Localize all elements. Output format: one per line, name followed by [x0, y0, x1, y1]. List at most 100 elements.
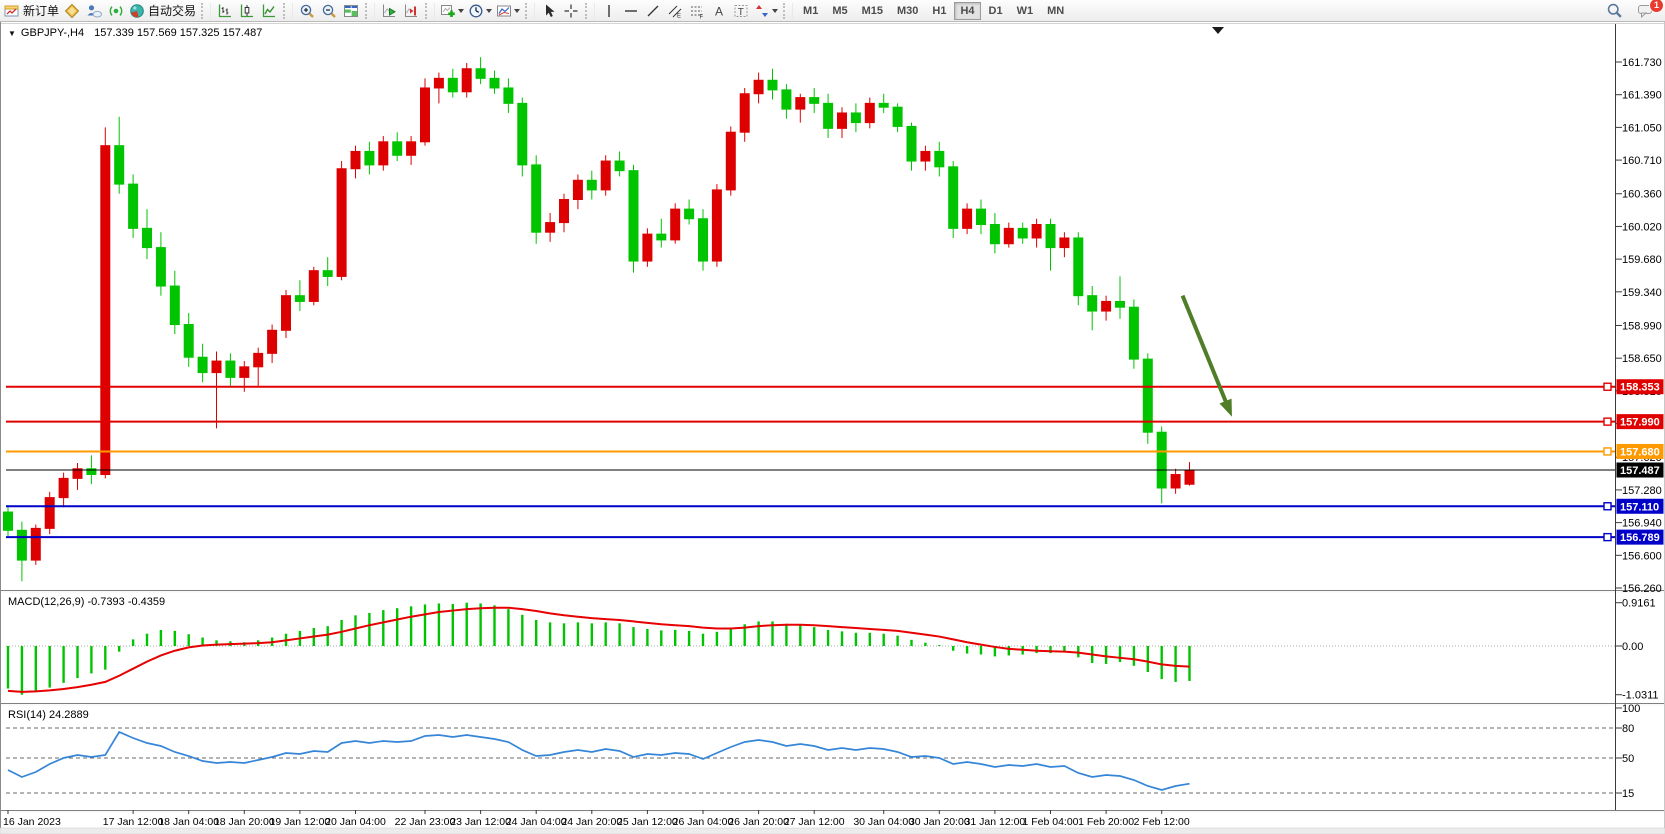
horizontal-line-button[interactable]	[620, 1, 642, 21]
timeframe-button-H1[interactable]: H1	[926, 2, 952, 20]
arrows-tool-button[interactable]	[752, 1, 780, 21]
line-chart-type-button[interactable]	[258, 1, 280, 21]
candle	[475, 68, 486, 79]
arrows-icon	[754, 3, 770, 19]
chart-canvas[interactable]: 161.730 161.390 161.050 160.710 160.360 160.0…	[0, 22, 1665, 834]
news-button[interactable]	[105, 1, 127, 21]
time-tick-label: 31 Jan 12:00	[965, 816, 1026, 828]
zoom-in-icon	[299, 3, 315, 19]
candle	[809, 97, 820, 104]
tile-windows-button[interactable]	[340, 1, 362, 21]
cursor-arrow-icon	[541, 3, 557, 19]
candlestick-icon	[239, 3, 255, 19]
templates-button[interactable]	[494, 1, 522, 21]
candle	[72, 468, 83, 479]
price-line-badge-text: 158.353	[1620, 382, 1660, 394]
trend-arrow[interactable]	[1180, 294, 1232, 417]
fibonacci-button[interactable]: F	[686, 1, 708, 21]
text-label-button[interactable]: T	[730, 1, 752, 21]
signals-button[interactable]	[83, 1, 105, 21]
timeframe-button-W1[interactable]: W1	[1011, 2, 1040, 20]
cursor-button[interactable]	[538, 1, 560, 21]
candle	[1017, 227, 1028, 239]
new-order-label: 新订单	[23, 4, 60, 18]
candle	[934, 150, 945, 168]
time-tick-label: 24 Jan 20:00	[561, 816, 622, 828]
hline-handle	[1603, 532, 1612, 542]
time-tick-label: 22 Jan 23:00	[395, 816, 456, 828]
search-button[interactable]	[1603, 1, 1625, 21]
timeframe-button-H4[interactable]: H4	[954, 1, 981, 20]
macd-tick-label: -1.0311	[1622, 690, 1659, 702]
toolbar-separator	[365, 2, 376, 19]
horizontal-line-icon	[623, 3, 639, 19]
rsi-tick-label: 15	[1622, 788, 1634, 800]
chat-button[interactable]	[1635, 1, 1657, 21]
rsi-tick-label: 50	[1622, 753, 1634, 765]
autotrading-button[interactable]: 自动交易	[127, 1, 198, 21]
macd-axis: 0.9161 0.00 -1.0311	[1615, 598, 1659, 702]
macd-pane	[6, 602, 1615, 695]
candle	[920, 150, 931, 162]
toolbar-separator	[425, 2, 436, 19]
zoom-out-button[interactable]	[318, 1, 340, 21]
timeframe-button-M1[interactable]: M1	[797, 2, 824, 20]
candle	[1184, 469, 1195, 485]
zoom-in-button[interactable]	[296, 1, 318, 21]
market-button[interactable]	[61, 1, 83, 21]
bar-chart-icon	[217, 3, 233, 19]
candle	[1170, 474, 1181, 489]
candlestick-chart-type-button[interactable]	[236, 1, 258, 21]
text-button[interactable]: A	[708, 1, 730, 21]
periods-button[interactable]	[466, 1, 494, 21]
equidistant-channel-button[interactable]: E	[664, 1, 686, 21]
timeframe-button-M15[interactable]: M15	[856, 2, 889, 20]
auto-scroll-button[interactable]	[378, 1, 400, 21]
candle	[142, 227, 152, 249]
price-line-badge	[1616, 498, 1664, 514]
candle	[44, 497, 55, 529]
collapse-triangle-icon[interactable]: ▼	[8, 28, 16, 38]
radio-signal-icon	[108, 3, 124, 19]
candle	[1059, 237, 1070, 249]
rsi-line	[7, 730, 1190, 791]
trendline-button[interactable]	[642, 1, 664, 21]
candle	[767, 79, 778, 91]
candle	[322, 270, 333, 277]
candle	[1003, 227, 1014, 245]
chart-shift-marker[interactable]	[1212, 27, 1224, 34]
candle	[586, 179, 597, 191]
indicators-button[interactable]	[438, 1, 466, 21]
timeframe-button-M30[interactable]: M30	[891, 2, 924, 20]
candle	[16, 529, 27, 561]
timeframe-button-MN[interactable]: MN	[1041, 2, 1070, 20]
chevron-down-icon	[458, 8, 465, 13]
time-tick-label: 1 Feb 04:00	[1022, 816, 1078, 828]
chat-bubble-icon	[1637, 2, 1655, 19]
line-chart-icon	[261, 3, 277, 19]
price-tick-label: 158.650	[1622, 353, 1662, 365]
price-tick-label: 156.260	[1622, 583, 1662, 595]
chart-symbol-period: GBPJPY-,H4	[20, 27, 85, 39]
time-tick-label: 26 Jan 04:00	[673, 816, 734, 828]
bar-chart-type-button[interactable]	[214, 1, 236, 21]
time-tick-label: 18 Jan 20:00	[214, 816, 275, 828]
hline-handle	[1603, 447, 1612, 456]
price-line-badge-text: 157.487	[1620, 465, 1660, 477]
chevron-down-icon	[514, 8, 521, 13]
price-line-badge	[1616, 379, 1664, 395]
svg-text:F: F	[700, 14, 704, 19]
timeframe-button-M5[interactable]: M5	[826, 2, 853, 20]
timeframe-button-D1[interactable]: D1	[983, 2, 1009, 20]
chart-shift-button[interactable]	[400, 1, 422, 21]
vertical-line-button[interactable]	[598, 1, 620, 21]
macd-tick-label: 0.9161	[1622, 598, 1656, 610]
new-order-button[interactable]: 新订单	[2, 1, 61, 21]
candle	[420, 87, 430, 143]
candle	[837, 112, 847, 129]
candle	[128, 183, 139, 229]
candle	[253, 352, 264, 368]
crosshair-button[interactable]	[560, 1, 582, 21]
rsi-pane	[6, 727, 1615, 794]
